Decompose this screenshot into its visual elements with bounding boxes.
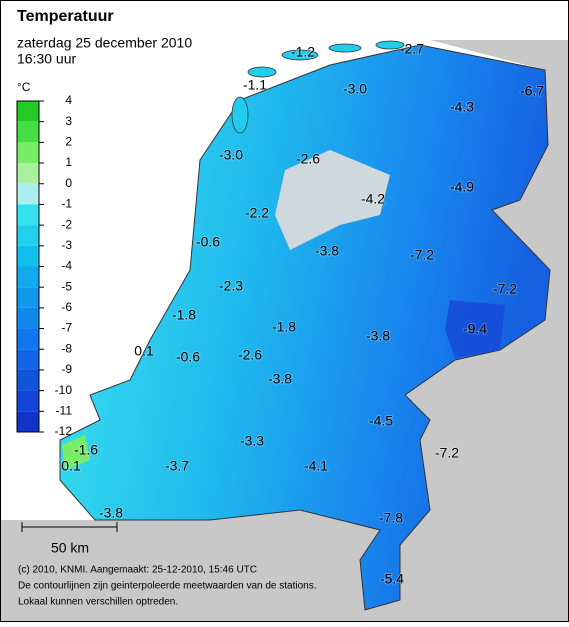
legend-cell <box>17 411 39 432</box>
legend-cell <box>17 307 39 329</box>
legend-cell <box>17 328 39 350</box>
station-value: 0.1 <box>134 343 154 359</box>
station-value: -4.2 <box>361 191 385 207</box>
legend-cell <box>17 245 39 267</box>
legend-cell <box>17 101 39 122</box>
station-value: -3.3 <box>240 433 264 449</box>
date: zaterdag 25 december 2010 <box>17 35 192 51</box>
legend-cell <box>17 142 39 164</box>
legend-cell <box>17 390 39 412</box>
footer-line: (c) 2010, KNMI. Aangemaakt: 25-12-2010, … <box>18 565 257 576</box>
station-value: -1.8 <box>272 319 296 335</box>
legend-tick-label: -9 <box>61 362 72 376</box>
legend-tick-label: -10 <box>55 383 73 397</box>
legend-tick-label: -5 <box>61 279 72 293</box>
cold-area <box>445 300 505 358</box>
station-value: -1.6 <box>74 442 98 458</box>
station-value: -3.0 <box>343 81 367 97</box>
station-value: -9.4 <box>463 321 487 337</box>
legend: 4 3 2 1 0 -1 -2 -3 -4 -5 -6 -7 -8 -9 -10 -11 -12 <box>16 93 73 438</box>
station-value: -3.8 <box>315 243 339 259</box>
stations: -1.2 -2.7 -1.1 -3.0 -4.3 -6.7 -3.0 -2.6 -4.9 -4.2… <box>60 40 545 588</box>
station-value: -7.8 <box>379 510 403 526</box>
legend-cell <box>17 287 39 308</box>
station-value: -3.7 <box>165 458 189 474</box>
legend-cell <box>17 266 39 288</box>
ijsselmeer <box>275 150 390 250</box>
station-value: -2.6 <box>296 151 320 167</box>
station-value: -2.7 <box>400 41 424 57</box>
legend-cell <box>17 183 39 205</box>
station-value: -1.8 <box>172 307 196 323</box>
station-value: -4.1 <box>304 458 328 474</box>
legend-cell <box>17 121 39 143</box>
legend-tick-label: 0 <box>65 176 72 190</box>
legend-tick-label: -6 <box>61 300 72 314</box>
station-value: -5.4 <box>380 571 404 587</box>
station-value: -4.5 <box>369 413 393 429</box>
legend-tick-label: -11 <box>56 403 73 417</box>
legend-tick-label: -3 <box>61 238 72 252</box>
warm-area <box>62 435 90 470</box>
legend-tick-label: -12 <box>55 424 73 438</box>
station-value: -4.9 <box>450 179 474 195</box>
legend-cell <box>17 349 39 370</box>
legend-tick-label: 2 <box>65 135 72 149</box>
legend-cell <box>17 163 39 184</box>
station-value: -3.0 <box>219 147 243 163</box>
station-value: -6.7 <box>520 83 544 99</box>
legend-unit: °C <box>17 80 31 94</box>
station-value: -0.6 <box>176 349 200 365</box>
legend-tick-label: -2 <box>61 217 72 231</box>
neighbouring-land <box>0 40 569 622</box>
legend-tick-label: -8 <box>61 341 72 355</box>
legend-cell <box>17 369 39 391</box>
station-value: -1.1 <box>243 77 267 93</box>
station-value: -2.6 <box>238 347 262 363</box>
station-value: -3.8 <box>366 328 390 344</box>
time: 16:30 uur <box>17 51 76 67</box>
legend-tick-label: 1 <box>65 155 72 169</box>
station-value: -2.2 <box>245 205 269 221</box>
legend-tick-label: 4 <box>65 93 72 107</box>
station-value: -7.2 <box>435 445 459 461</box>
wadden-islands <box>231 40 405 134</box>
title: Temperatuur <box>17 8 114 25</box>
legend-tick-label: 3 <box>65 114 72 128</box>
station-value: -2.3 <box>219 278 243 294</box>
legend-cell <box>17 225 39 246</box>
legend-tick-label: -1 <box>61 197 72 211</box>
legend-tick-label: -7 <box>61 321 72 335</box>
station-value: -4.3 <box>450 99 474 115</box>
station-value: -7.2 <box>493 281 517 297</box>
footer-line: De contourlijnen zijn geinterpoleerde me… <box>18 581 317 592</box>
station-value: -3.8 <box>99 505 123 521</box>
footer-line: Lokaal kunnen verschillen optreden. <box>18 597 178 608</box>
scale-bar-label: 50 km <box>51 540 89 556</box>
legend-cell <box>17 204 39 226</box>
station-value: 0.1 <box>61 458 81 474</box>
station-value: -1.2 <box>291 44 315 60</box>
station-value: -0.6 <box>196 234 220 250</box>
netherlands <box>59 44 551 611</box>
legend-tick-label: -4 <box>61 259 72 273</box>
station-value: -3.8 <box>268 371 292 387</box>
station-value: -7.2 <box>410 247 434 263</box>
